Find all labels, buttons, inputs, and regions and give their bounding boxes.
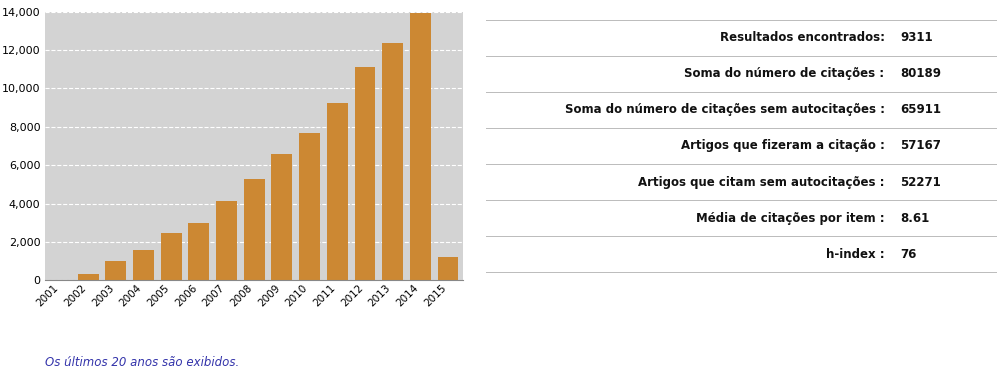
Bar	[188, 223, 209, 280]
Bar	[437, 257, 458, 280]
Bar	[106, 261, 126, 280]
Text: 9311: 9311	[900, 31, 932, 44]
Bar	[133, 250, 154, 280]
Text: 52271: 52271	[900, 175, 941, 189]
Bar	[272, 154, 292, 280]
Bar	[383, 43, 403, 280]
Text: Artigos que fizeram a citação :: Artigos que fizeram a citação :	[681, 139, 884, 152]
Text: 65911: 65911	[900, 103, 941, 116]
Text: 80189: 80189	[900, 67, 941, 80]
Bar	[161, 233, 181, 280]
Bar	[299, 133, 320, 280]
Text: Artigos que citam sem autocitações :: Artigos que citam sem autocitações :	[638, 175, 884, 189]
Text: Os últimos 20 anos são exibidos.: Os últimos 20 anos são exibidos.	[45, 356, 240, 369]
Text: Soma do número de citações :: Soma do número de citações :	[685, 67, 884, 80]
Text: 8.61: 8.61	[900, 212, 929, 225]
Bar	[78, 273, 99, 280]
Bar	[410, 13, 431, 280]
Bar	[327, 103, 347, 280]
Text: 76: 76	[900, 248, 916, 261]
Text: Resultados encontrados:: Resultados encontrados:	[720, 31, 884, 44]
Bar	[217, 200, 237, 280]
Bar	[244, 179, 265, 280]
Text: Média de citações por item :: Média de citações por item :	[696, 212, 884, 225]
Bar	[354, 67, 376, 280]
Text: 57167: 57167	[900, 139, 941, 152]
Text: h-index :: h-index :	[826, 248, 884, 261]
Text: Soma do número de citações sem autocitações :: Soma do número de citações sem autocitaç…	[565, 103, 884, 116]
